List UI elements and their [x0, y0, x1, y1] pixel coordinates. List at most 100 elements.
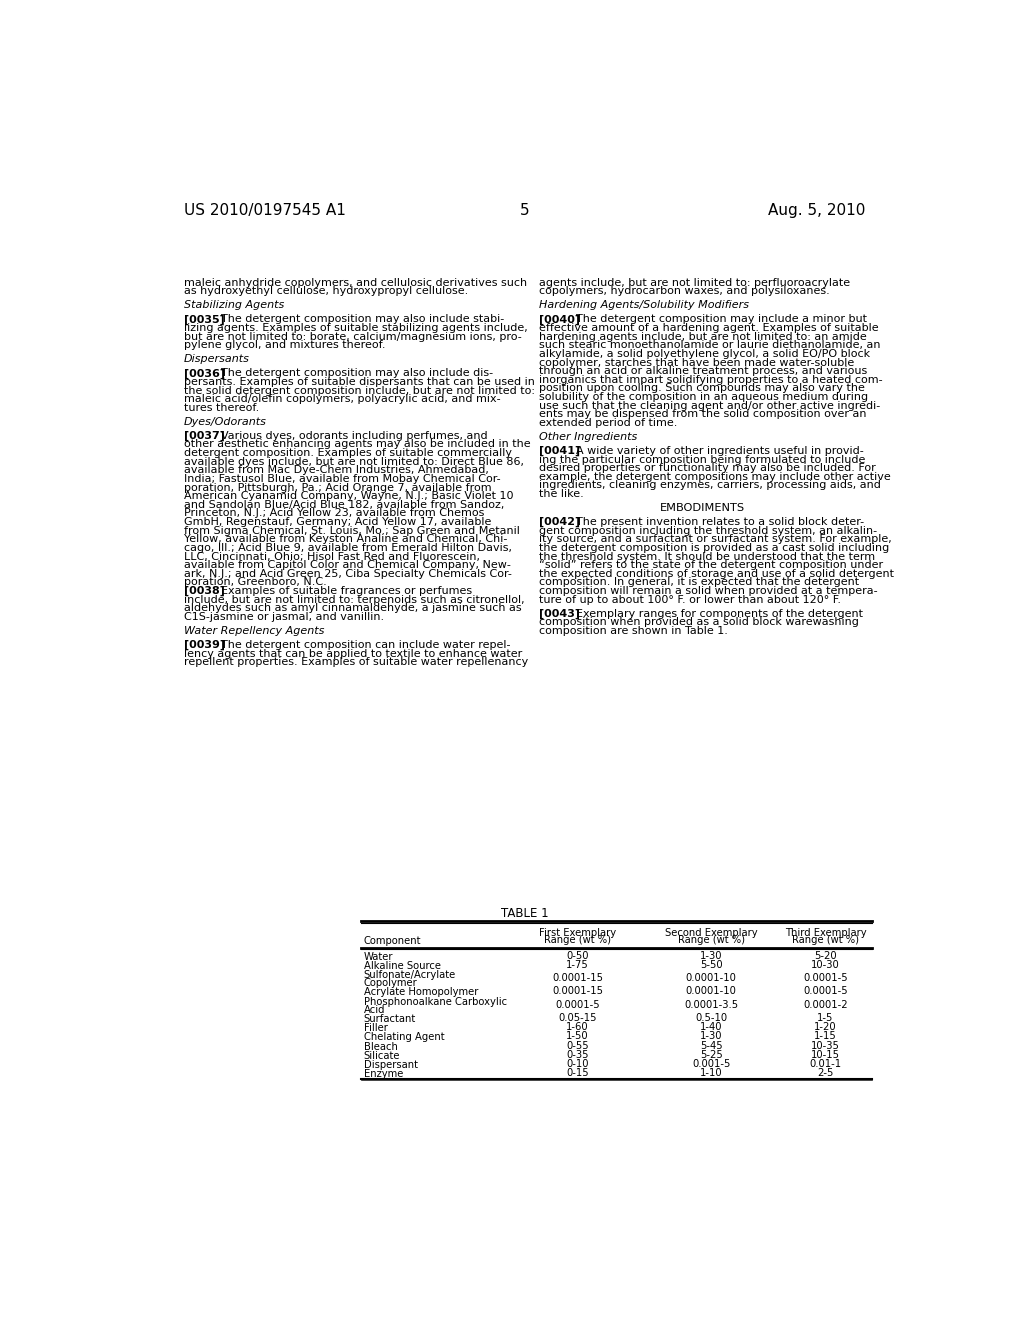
Text: Hardening Agents/Solubility Modifiers: Hardening Agents/Solubility Modifiers	[539, 301, 749, 310]
Text: composition when provided as a solid block warewashing: composition when provided as a solid blo…	[539, 618, 859, 627]
Text: available dyes include, but are not limited to: Direct Blue 86,: available dyes include, but are not limi…	[183, 457, 524, 467]
Text: the expected conditions of storage and use of a solid detergent: the expected conditions of storage and u…	[539, 569, 894, 578]
Text: 5-50: 5-50	[699, 960, 723, 970]
Text: Filler: Filler	[364, 1023, 387, 1034]
Text: Chelating Agent: Chelating Agent	[364, 1032, 444, 1043]
Text: [0036]: [0036]	[183, 368, 225, 379]
Text: such stearic monoethanolamide or laurie diethanolamide, an: such stearic monoethanolamide or laurie …	[539, 341, 881, 350]
Text: Dispersants: Dispersants	[183, 354, 250, 364]
Text: The detergent composition may also include dis-: The detergent composition may also inclu…	[207, 368, 493, 379]
Text: Water Repellency Agents: Water Repellency Agents	[183, 626, 325, 636]
Text: Range (wt %): Range (wt %)	[792, 935, 859, 945]
Text: 0.0001-5: 0.0001-5	[803, 986, 848, 997]
Text: Dyes/Odorants: Dyes/Odorants	[183, 417, 266, 426]
Text: India; Fastusol Blue, available from Mobay Chemical Cor-: India; Fastusol Blue, available from Mob…	[183, 474, 501, 484]
Text: [0035]: [0035]	[183, 314, 224, 325]
Text: American Cyanamid Company, Wayne, N.J.; Basic Violet 10: American Cyanamid Company, Wayne, N.J.; …	[183, 491, 513, 502]
Text: 1-40: 1-40	[700, 1022, 723, 1032]
Text: Exemplary ranges for components of the detergent: Exemplary ranges for components of the d…	[562, 609, 863, 619]
Text: [0042]: [0042]	[539, 517, 580, 527]
Text: gent composition including the threshold system, an alkalin-: gent composition including the threshold…	[539, 525, 877, 536]
Text: C1S-jasmine or jasmal, and vanillin.: C1S-jasmine or jasmal, and vanillin.	[183, 612, 384, 622]
Text: extended period of time.: extended period of time.	[539, 418, 677, 428]
Text: 1-60: 1-60	[566, 1022, 589, 1032]
Text: effective amount of a hardening agent. Examples of suitable: effective amount of a hardening agent. E…	[539, 323, 879, 333]
Text: TABLE 1: TABLE 1	[501, 907, 549, 920]
Text: poration, Greenboro, N.C.: poration, Greenboro, N.C.	[183, 577, 327, 587]
Text: repellent properties. Examples of suitable water repellenancy: repellent properties. Examples of suitab…	[183, 657, 528, 667]
Text: include, but are not limited to: terpenoids such as citronellol,: include, but are not limited to: terpeno…	[183, 595, 524, 605]
Text: [0043]: [0043]	[539, 609, 580, 619]
Text: Sulfonate/Acrylate: Sulfonate/Acrylate	[364, 970, 456, 979]
Text: [0041]: [0041]	[539, 446, 580, 457]
Text: 0.0001-3.5: 0.0001-3.5	[684, 999, 738, 1010]
Text: composition will remain a solid when provided at a tempera-: composition will remain a solid when pro…	[539, 586, 878, 597]
Text: [0040]: [0040]	[539, 314, 580, 325]
Text: 2-5: 2-5	[817, 1068, 834, 1078]
Text: lizing agents. Examples of suitable stabilizing agents include,: lizing agents. Examples of suitable stab…	[183, 323, 527, 333]
Text: the detergent composition is provided as a cast solid including: the detergent composition is provided as…	[539, 543, 889, 553]
Text: 1-5: 1-5	[817, 1012, 834, 1023]
Text: The detergent composition may include a minor but: The detergent composition may include a …	[562, 314, 866, 325]
Text: hardening agents include, but are not limited to: an amide: hardening agents include, but are not li…	[539, 331, 866, 342]
Text: 0.0001-10: 0.0001-10	[686, 986, 736, 997]
Text: 0-15: 0-15	[566, 1068, 589, 1078]
Text: the solid detergent composition include, but are not limited to:: the solid detergent composition include,…	[183, 385, 535, 396]
Text: Enzyme: Enzyme	[364, 1069, 403, 1080]
Text: composition are shown in Table 1.: composition are shown in Table 1.	[539, 626, 728, 636]
Text: poration, Pittsburgh, Pa.; Acid Orange 7, available from: poration, Pittsburgh, Pa.; Acid Orange 7…	[183, 483, 492, 492]
Text: inorganics that impart solidifying properties to a heated com-: inorganics that impart solidifying prope…	[539, 375, 883, 384]
Text: maleic anhydride copolymers, and cellulosic derivatives such: maleic anhydride copolymers, and cellulo…	[183, 277, 527, 288]
Text: 1-15: 1-15	[814, 1031, 837, 1041]
Text: aldehydes such as amyl cinnamaldehyde, a jasmine such as: aldehydes such as amyl cinnamaldehyde, a…	[183, 603, 521, 614]
Text: agents include, but are not limited to: perfluoroacrylate: agents include, but are not limited to: …	[539, 277, 850, 288]
Text: The detergent composition may also include stabi-: The detergent composition may also inclu…	[207, 314, 504, 325]
Text: ents may be dispensed from the solid composition over an: ents may be dispensed from the solid com…	[539, 409, 866, 420]
Text: 1-20: 1-20	[814, 1022, 837, 1032]
Text: copolymer, starches that have been made water-soluble: copolymer, starches that have been made …	[539, 358, 854, 367]
Text: cago, Ill.; Acid Blue 9, available from Emerald Hilton Davis,: cago, Ill.; Acid Blue 9, available from …	[183, 543, 512, 553]
Text: 10-15: 10-15	[811, 1049, 840, 1060]
Text: ity source, and a surfactant or surfactant system. For example,: ity source, and a surfactant or surfacta…	[539, 535, 892, 544]
Text: Second Exemplary: Second Exemplary	[665, 928, 758, 937]
Text: First Exemplary: First Exemplary	[539, 928, 616, 937]
Text: 0.05-15: 0.05-15	[558, 1012, 597, 1023]
Text: ing the particular composition being formulated to include: ing the particular composition being for…	[539, 454, 865, 465]
Text: 0-10: 0-10	[566, 1059, 589, 1069]
Text: as hydroxyethyl cellulose, hydroxypropyl cellulose.: as hydroxyethyl cellulose, hydroxypropyl…	[183, 286, 468, 297]
Text: 0.5-10: 0.5-10	[695, 1012, 727, 1023]
Text: maleic acid/olefin copolymers, polyacrylic acid, and mix-: maleic acid/olefin copolymers, polyacryl…	[183, 395, 501, 404]
Text: Dispersant: Dispersant	[364, 1060, 418, 1071]
Text: The present invention relates to a solid block deter-: The present invention relates to a solid…	[562, 517, 864, 527]
Text: 10-35: 10-35	[811, 1040, 840, 1051]
Text: 1-10: 1-10	[699, 1068, 723, 1078]
Text: Surfactant: Surfactant	[364, 1014, 416, 1024]
Text: solubility of the composition in an aqueous medium during: solubility of the composition in an aque…	[539, 392, 868, 403]
Text: GmbH, Regenstauf, Germany; Acid Yellow 17, available: GmbH, Regenstauf, Germany; Acid Yellow 1…	[183, 517, 492, 527]
Text: lency agents that can be applied to textile to enhance water: lency agents that can be applied to text…	[183, 648, 522, 659]
Text: Yellow, available from Keyston Analine and Chemical, Chi-: Yellow, available from Keyston Analine a…	[183, 535, 507, 544]
Text: 0-55: 0-55	[566, 1040, 589, 1051]
Text: 0.0001-15: 0.0001-15	[552, 973, 603, 983]
Text: The detergent composition can include water repel-: The detergent composition can include wa…	[207, 640, 510, 649]
Text: 1-50: 1-50	[566, 1031, 589, 1041]
Text: pylene glycol, and mixtures thereof.: pylene glycol, and mixtures thereof.	[183, 341, 385, 350]
Text: US 2010/0197545 A1: US 2010/0197545 A1	[183, 203, 346, 218]
Text: Third Exemplary: Third Exemplary	[784, 928, 866, 937]
Text: “solid” refers to the state of the detergent composition under: “solid” refers to the state of the deter…	[539, 560, 883, 570]
Text: Phosphonoalkane Carboxylic: Phosphonoalkane Carboxylic	[364, 997, 507, 1007]
Text: Other Ingredients: Other Ingredients	[539, 432, 637, 442]
Text: Acid: Acid	[364, 1005, 385, 1015]
Text: detergent composition. Examples of suitable commercially: detergent composition. Examples of suita…	[183, 447, 512, 458]
Text: 10-30: 10-30	[811, 960, 840, 970]
Text: 0.001-5: 0.001-5	[692, 1059, 730, 1069]
Text: ark, N.J.; and Acid Green 25, Ciba Specialty Chemicals Cor-: ark, N.J.; and Acid Green 25, Ciba Speci…	[183, 569, 512, 578]
Text: Alkaline Source: Alkaline Source	[364, 961, 440, 970]
Text: 0.0001-5: 0.0001-5	[555, 999, 600, 1010]
Text: available from Capitol Color and Chemical Company, New-: available from Capitol Color and Chemica…	[183, 560, 511, 570]
Text: 5-20: 5-20	[814, 950, 837, 961]
Text: 0.0001-5: 0.0001-5	[803, 973, 848, 983]
Text: Copolymer: Copolymer	[364, 978, 418, 989]
Text: copolymers, hydrocarbon waxes, and polysiloxanes.: copolymers, hydrocarbon waxes, and polys…	[539, 286, 829, 297]
Text: use such that the cleaning agent and/or other active ingredi-: use such that the cleaning agent and/or …	[539, 401, 880, 411]
